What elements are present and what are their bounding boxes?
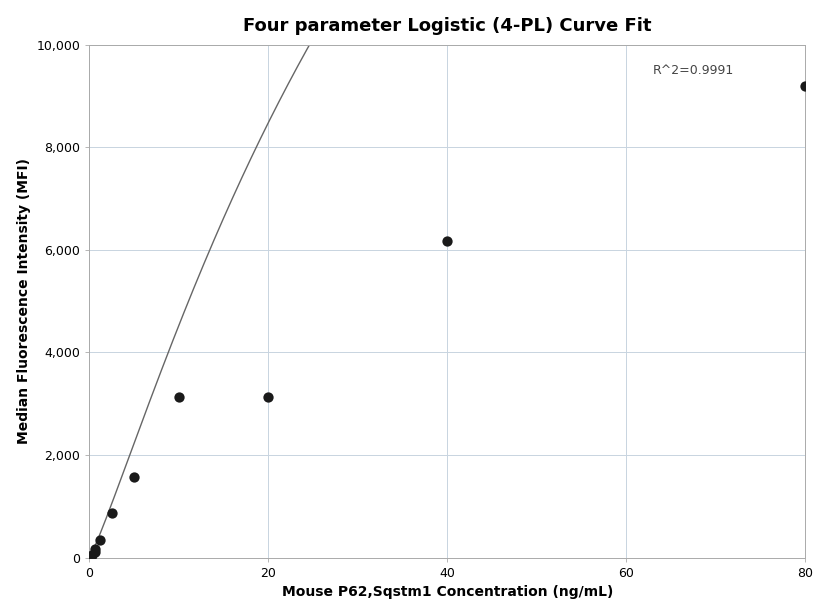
Point (85, 549, 99, 559)
Point (127, 472, 140, 482)
Point (172, 392, 185, 402)
Point (94, 535, 107, 545)
X-axis label: Mouse P62,Sqstm1 Concentration (ng/mL): Mouse P62,Sqstm1 Concentration (ng/mL) (281, 585, 613, 599)
Y-axis label: Median Fluorescence Intensity (MFI): Median Fluorescence Intensity (MFI) (17, 158, 31, 444)
Point (441, 236, 454, 246)
Point (88, 546, 101, 556)
Title: Four parameter Logistic (4-PL) Curve Fit: Four parameter Logistic (4-PL) Curve Fit (243, 17, 652, 34)
Text: R^2=0.9991: R^2=0.9991 (653, 63, 735, 77)
Point (88, 544, 101, 554)
Point (798, 81, 812, 91)
Point (261, 392, 275, 402)
Point (105, 508, 118, 517)
Point (84, 551, 97, 561)
